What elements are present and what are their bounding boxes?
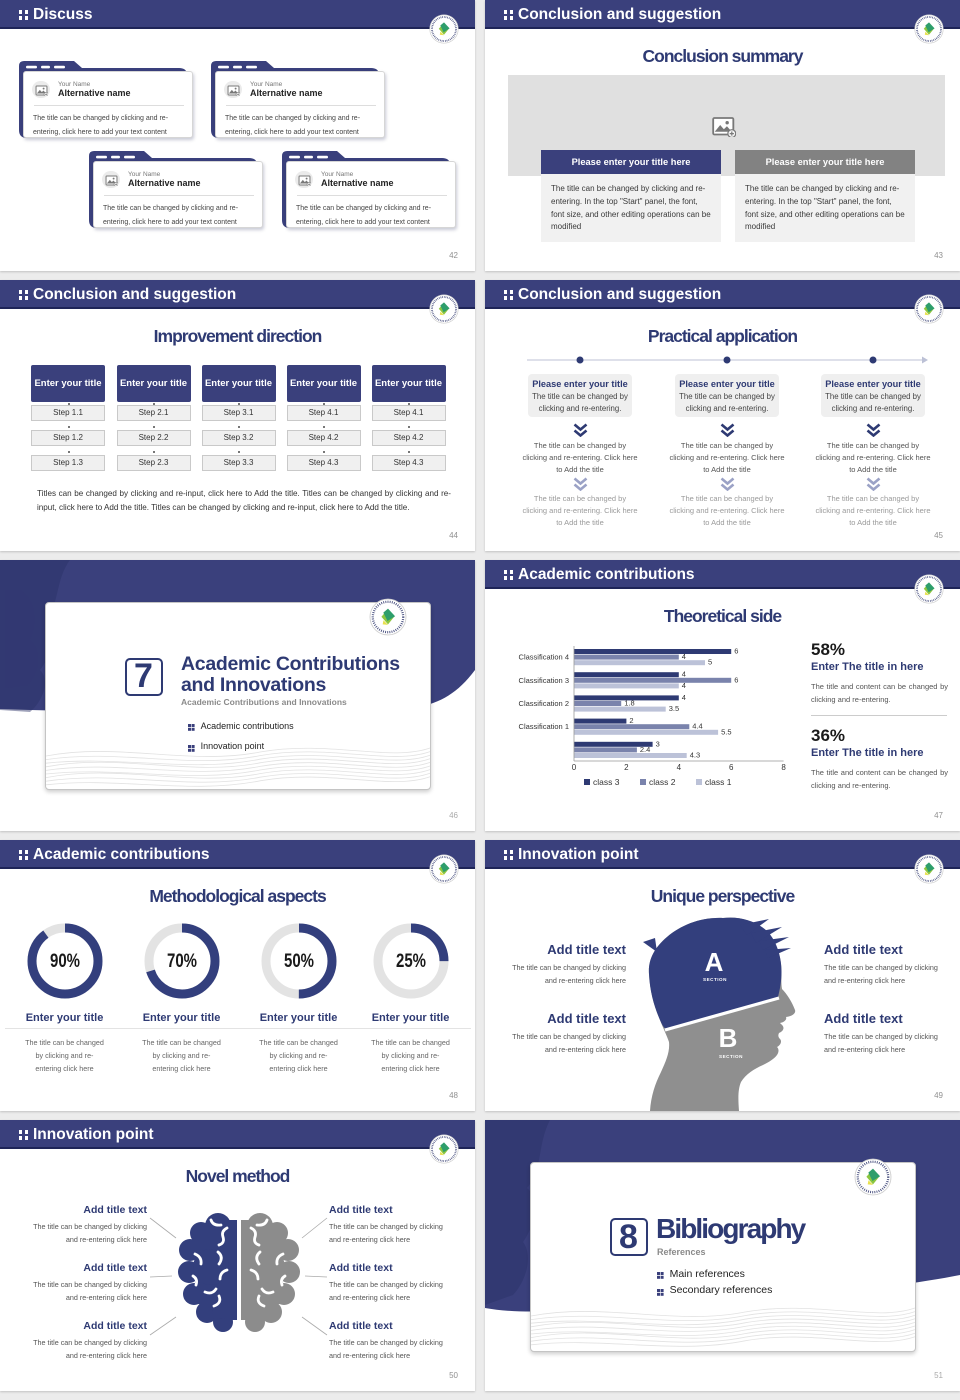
svg-text:3: 3: [656, 739, 660, 748]
svg-text:25%: 25%: [396, 951, 426, 972]
svg-text:3.5: 3.5: [669, 704, 679, 713]
svg-text:4: 4: [677, 763, 682, 772]
svg-text:Classification 4: Classification 4: [519, 653, 569, 662]
svg-text:4: 4: [682, 681, 686, 690]
svg-text:SECTION: SECTION: [719, 1054, 743, 1059]
svg-text:5: 5: [708, 658, 712, 667]
svg-text:4.4: 4.4: [692, 722, 702, 731]
svg-text:A: A: [705, 947, 724, 977]
svg-text:4: 4: [682, 652, 686, 661]
svg-text:4: 4: [682, 693, 686, 702]
svg-text:class 1: class 1: [705, 777, 732, 787]
svg-text:Classification 1: Classification 1: [519, 722, 569, 731]
svg-text:4: 4: [682, 670, 686, 679]
svg-text:4.3: 4.3: [690, 751, 700, 760]
svg-text:2: 2: [629, 716, 633, 725]
svg-text:SECTION: SECTION: [703, 977, 727, 982]
svg-text:B: B: [719, 1023, 738, 1053]
svg-text:class 2: class 2: [649, 777, 676, 787]
svg-text:Classification 2: Classification 2: [519, 699, 569, 708]
svg-text:class 3: class 3: [593, 777, 620, 787]
svg-text:Classification 3: Classification 3: [519, 676, 569, 685]
svg-text:2.4: 2.4: [640, 745, 650, 754]
svg-text:2: 2: [624, 763, 629, 772]
svg-text:6: 6: [734, 647, 738, 656]
svg-text:1.8: 1.8: [624, 699, 634, 708]
svg-text:90%: 90%: [50, 951, 80, 972]
svg-text:8: 8: [781, 763, 786, 772]
svg-text:6: 6: [729, 763, 734, 772]
svg-text:0: 0: [572, 763, 577, 772]
svg-text:5.5: 5.5: [721, 727, 731, 736]
svg-text:70%: 70%: [167, 951, 197, 972]
svg-text:50%: 50%: [284, 951, 314, 972]
svg-text:6: 6: [734, 675, 738, 684]
